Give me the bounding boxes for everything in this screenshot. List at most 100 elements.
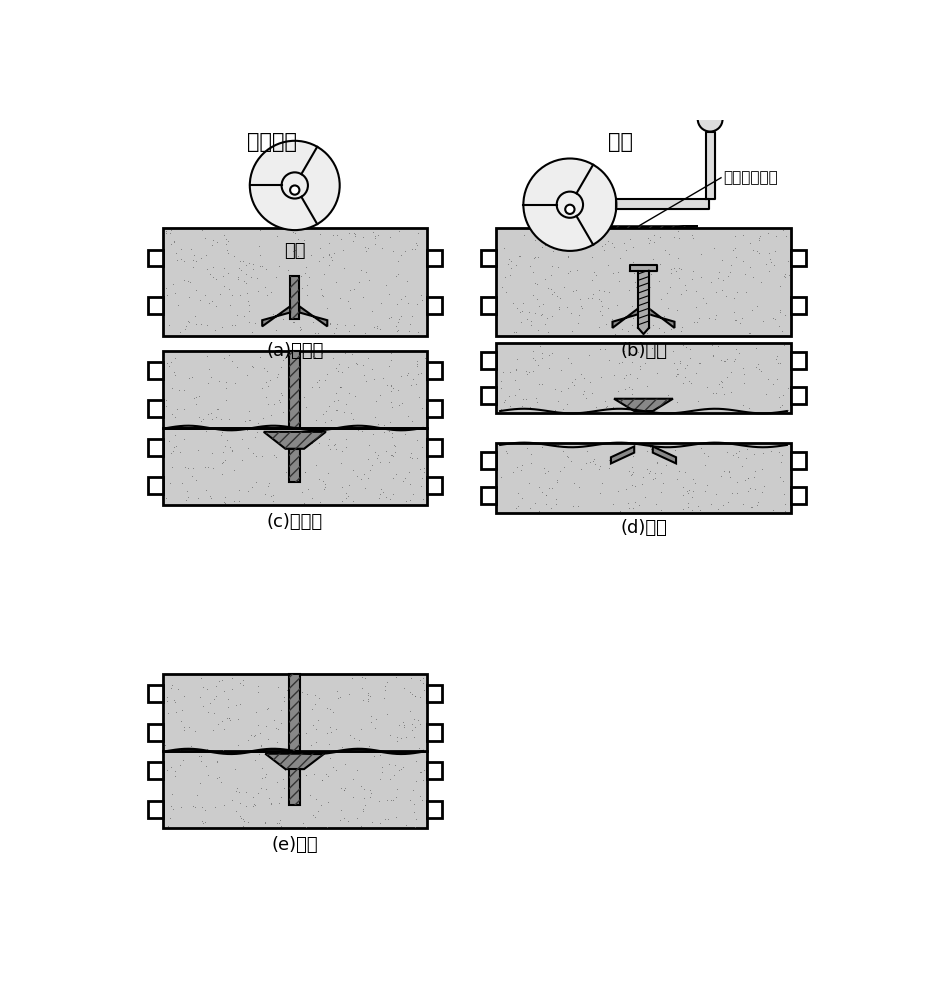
Point (167, 364, 182, 380)
Point (409, 432, 424, 448)
Point (237, 273, 252, 289)
Point (741, 483, 756, 499)
Point (232, 493, 247, 509)
Point (399, 273, 414, 289)
Point (706, 240, 721, 256)
Point (337, 317, 352, 333)
Point (383, 377, 398, 393)
Point (527, 250, 541, 266)
Point (302, 269, 317, 285)
Point (307, 766, 322, 782)
Point (333, 812, 348, 828)
Point (365, 814, 380, 830)
Text: (d)起模: (d)起模 (620, 519, 667, 537)
Point (350, 422, 365, 438)
Point (167, 439, 182, 455)
Point (729, 445, 744, 461)
Point (747, 463, 762, 479)
Point (597, 236, 612, 252)
Point (176, 253, 191, 269)
Point (627, 265, 642, 281)
Point (672, 353, 687, 369)
Point (529, 394, 544, 410)
Point (657, 308, 672, 324)
Point (713, 352, 728, 368)
Point (293, 390, 308, 406)
Point (277, 689, 292, 705)
Point (582, 347, 596, 363)
Point (400, 367, 415, 383)
Point (192, 775, 207, 791)
Point (194, 316, 209, 332)
Point (633, 361, 648, 377)
Point (210, 753, 225, 769)
Point (240, 440, 255, 456)
Point (212, 286, 227, 302)
Point (595, 475, 610, 491)
Point (292, 710, 307, 726)
Point (176, 688, 191, 704)
Point (292, 395, 307, 411)
Point (283, 782, 298, 798)
Point (393, 247, 408, 263)
Point (686, 314, 701, 330)
Point (220, 710, 235, 726)
Point (728, 249, 743, 265)
Point (200, 704, 215, 720)
Point (413, 764, 428, 780)
Point (225, 792, 240, 808)
Point (562, 223, 577, 239)
Point (592, 282, 607, 298)
Point (264, 284, 279, 300)
Point (328, 320, 343, 336)
Point (594, 293, 609, 309)
Point (241, 314, 256, 330)
Point (594, 298, 609, 314)
Point (711, 501, 726, 517)
Point (510, 300, 525, 316)
Point (237, 308, 252, 324)
Point (315, 473, 330, 489)
Point (376, 370, 391, 386)
Point (374, 295, 389, 311)
Point (708, 385, 723, 401)
Point (277, 780, 292, 796)
Point (321, 465, 336, 481)
Point (571, 498, 586, 514)
Point (165, 380, 180, 396)
Text: 零件模样: 零件模样 (246, 132, 296, 152)
Point (218, 489, 233, 505)
Point (532, 503, 547, 519)
Point (606, 496, 621, 512)
Point (535, 439, 550, 455)
Point (549, 472, 564, 488)
Bar (290, 276, 299, 319)
Point (507, 387, 522, 403)
Point (391, 266, 405, 282)
Point (289, 345, 304, 361)
Point (541, 480, 556, 496)
Point (191, 442, 206, 458)
Point (678, 282, 693, 298)
Point (273, 394, 288, 410)
Point (555, 401, 570, 417)
Point (372, 490, 387, 506)
Bar (790, 387, 806, 404)
Point (742, 325, 757, 341)
Point (767, 311, 782, 327)
Point (545, 286, 560, 302)
Point (358, 670, 373, 686)
Point (158, 398, 173, 414)
Point (328, 402, 343, 418)
Point (321, 768, 336, 784)
Point (198, 814, 212, 830)
Point (712, 376, 727, 392)
Point (373, 747, 388, 763)
Point (158, 280, 173, 296)
Point (362, 272, 377, 288)
Point (547, 381, 562, 397)
Point (268, 449, 283, 465)
Point (358, 325, 373, 341)
Point (357, 781, 372, 797)
Point (281, 411, 295, 427)
